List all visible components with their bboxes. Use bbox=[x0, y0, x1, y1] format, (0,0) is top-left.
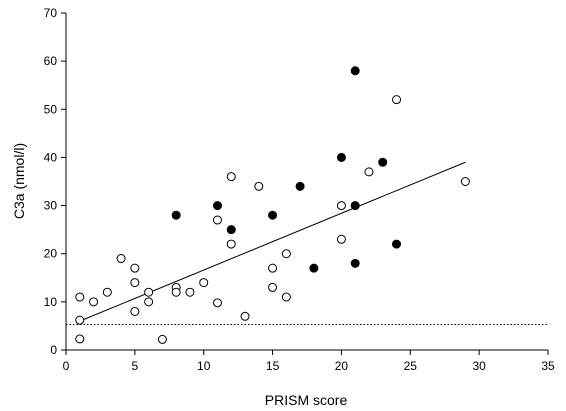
x-tick-label: 0 bbox=[63, 359, 70, 373]
y-tick-label: 70 bbox=[44, 6, 58, 20]
x-tick-label: 35 bbox=[541, 359, 555, 373]
data-point-open bbox=[157, 334, 167, 344]
data-point-open bbox=[281, 249, 291, 259]
data-point-open bbox=[130, 278, 140, 288]
x-tick-label: 30 bbox=[472, 359, 486, 373]
data-point-open bbox=[130, 263, 140, 273]
y-tick-label: 20 bbox=[44, 247, 58, 261]
data-point-filled bbox=[350, 258, 360, 268]
x-axis-label: PRISM score bbox=[265, 392, 348, 408]
data-point-open bbox=[268, 282, 278, 292]
y-tick-label: 10 bbox=[44, 295, 58, 309]
data-point-open bbox=[268, 263, 278, 273]
data-point-open bbox=[89, 297, 99, 307]
data-point-filled bbox=[350, 66, 360, 76]
data-point-filled bbox=[268, 210, 278, 220]
x-tick-label: 10 bbox=[197, 359, 211, 373]
data-point-open bbox=[281, 292, 291, 302]
x-tick-label: 25 bbox=[404, 359, 418, 373]
data-point-open bbox=[185, 287, 195, 297]
data-point-open bbox=[116, 254, 126, 264]
data-point-open bbox=[336, 201, 346, 211]
data-point-open bbox=[144, 287, 154, 297]
y-tick-label: 40 bbox=[44, 150, 58, 164]
regression-line bbox=[79, 161, 466, 322]
plot-area: 0 10 20 30 40 50 60 70 0 5 10 15 20 25 30 35 bbox=[44, 6, 555, 373]
data-point-filled bbox=[392, 239, 402, 249]
data-point-open bbox=[240, 311, 250, 321]
x-tick-label: 20 bbox=[335, 359, 349, 373]
data-point-open bbox=[254, 181, 264, 191]
data-point-open bbox=[226, 172, 236, 182]
data-point-open bbox=[144, 297, 154, 307]
data-point-filled bbox=[378, 157, 388, 167]
data-point-open bbox=[460, 177, 470, 186]
y-tick-label: 60 bbox=[44, 54, 58, 68]
data-point-open bbox=[102, 287, 112, 297]
y-tick-label: 50 bbox=[44, 102, 58, 116]
data-point-filled bbox=[336, 152, 346, 162]
data-point-filled bbox=[295, 181, 305, 191]
y-tick-label: 0 bbox=[50, 343, 57, 357]
y-tick-label: 30 bbox=[44, 199, 58, 213]
data-point-filled bbox=[171, 210, 181, 220]
data-point-open bbox=[212, 298, 222, 308]
x-tick-label: 15 bbox=[266, 359, 280, 373]
data-point-open bbox=[75, 292, 85, 302]
data-point-open bbox=[171, 287, 181, 297]
data-point-open bbox=[364, 167, 374, 177]
data-point-open bbox=[75, 315, 85, 325]
data-point-filled bbox=[350, 201, 360, 211]
x-tick-label: 5 bbox=[132, 359, 139, 373]
data-point-open bbox=[336, 234, 346, 244]
y-axis-label: C3a (nmol/l) bbox=[11, 143, 27, 219]
data-point-open bbox=[130, 306, 140, 316]
data-point-open bbox=[392, 95, 402, 105]
data-point-open bbox=[75, 334, 85, 344]
data-point-open bbox=[199, 278, 209, 288]
data-point-filled bbox=[309, 263, 319, 273]
data-point-filled bbox=[226, 225, 236, 235]
data-point-filled bbox=[212, 201, 222, 211]
data-point-open bbox=[212, 215, 222, 225]
data-point-open bbox=[226, 239, 236, 249]
